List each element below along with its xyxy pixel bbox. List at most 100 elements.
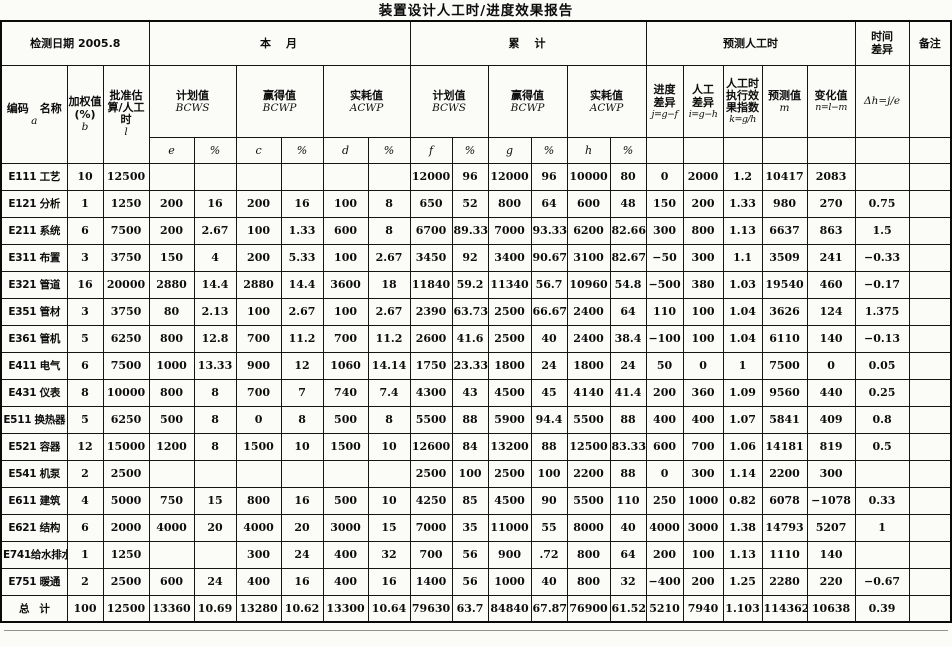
cell: 8 xyxy=(367,216,411,245)
cell: 150 xyxy=(148,243,195,272)
cell: 3000 xyxy=(682,513,724,542)
cell xyxy=(280,459,324,488)
cell: 100 xyxy=(530,459,568,488)
table-row: E311 布置 3 3750 150 4 200 5.33 100 2.67 3450 92 3400… xyxy=(0,243,952,272)
cell: 12 xyxy=(280,351,324,380)
cell: 6 xyxy=(66,216,104,245)
empty-cell xyxy=(908,136,952,164)
cell: 900 xyxy=(235,351,282,380)
cell: 5841 xyxy=(761,405,808,434)
cell: 10960 xyxy=(566,270,611,299)
cell: 460 xyxy=(806,270,856,299)
cell: 83.33 xyxy=(609,432,647,461)
cell: 76900 xyxy=(566,594,611,623)
cell: 200 xyxy=(148,216,195,245)
cell: 54.8 xyxy=(609,270,647,299)
cell: 6637 xyxy=(761,216,808,245)
cell: 10 xyxy=(66,162,104,191)
table-row: E751 暖通 2 2500 600 24 400 16 400 16 1400 56 1000 40 8… xyxy=(0,567,952,596)
cell: 1250 xyxy=(102,189,150,218)
cell: −50 xyxy=(645,243,684,272)
cell: 1250 xyxy=(102,540,150,569)
cell: 20000 xyxy=(102,270,150,299)
cell: 3450 xyxy=(409,243,453,272)
cell: 2 xyxy=(66,459,104,488)
cell: 66.67 xyxy=(530,297,568,326)
cell: 3750 xyxy=(102,243,150,272)
cell: 2.13 xyxy=(193,297,237,326)
cell: 20 xyxy=(280,513,324,542)
cell: 863 xyxy=(806,216,856,245)
cell: 150 xyxy=(645,189,684,218)
cell: 56 xyxy=(451,540,489,569)
cell: 750 xyxy=(148,486,195,515)
cell xyxy=(908,486,952,515)
cell: 1110 xyxy=(761,540,808,569)
cell: 100 xyxy=(235,216,282,245)
cell: 2500 xyxy=(102,459,150,488)
table-row: E361 管机 5 6250 800 12.8 700 11.2 700 11.2 2600 41.… xyxy=(0,324,952,353)
cell: 2.67 xyxy=(367,297,411,326)
cell: 400 xyxy=(235,567,282,596)
cell: 3600 xyxy=(322,270,369,299)
cell: 7940 xyxy=(682,594,724,623)
cell: 12 xyxy=(66,432,104,461)
cell: 63.7 xyxy=(451,594,489,623)
cell: 980 xyxy=(761,189,808,218)
cell: 10.62 xyxy=(280,594,324,623)
cell: 800 xyxy=(148,378,195,407)
cell: 88 xyxy=(530,432,568,461)
cell: 250 xyxy=(645,486,684,515)
cell: 2.67 xyxy=(367,243,411,272)
inspect-date-header: 检测日期 2005.8 xyxy=(0,20,150,66)
cell xyxy=(908,216,952,245)
cell: 7000 xyxy=(487,216,532,245)
cell: 59.2 xyxy=(451,270,489,299)
remark-spacer-cell xyxy=(908,64,952,138)
cell: 16 xyxy=(280,189,324,218)
cell: 900 xyxy=(487,540,532,569)
cell: 500 xyxy=(322,405,369,434)
cell: 1000 xyxy=(148,351,195,380)
cell xyxy=(908,297,952,326)
column-letter: % xyxy=(451,136,489,164)
cell: 1.103 xyxy=(722,594,763,623)
column-letter: d xyxy=(322,136,369,164)
cell: 1400 xyxy=(409,567,453,596)
cell: 0 xyxy=(682,351,724,380)
cell xyxy=(908,162,952,191)
cell: 1750 xyxy=(409,351,453,380)
empty-cell xyxy=(854,136,910,164)
cell: 1500 xyxy=(235,432,282,461)
cell: 500 xyxy=(322,486,369,515)
efficiency-index-header: 人工时执行效果指数 k=g/h xyxy=(722,64,763,138)
cell: 1.06 xyxy=(722,432,763,461)
cell: 3509 xyxy=(761,243,808,272)
cell: 20 xyxy=(193,513,237,542)
cell: 1 xyxy=(66,189,104,218)
cell: 800 xyxy=(566,567,611,596)
cell: 8 xyxy=(193,405,237,434)
cell: 8 xyxy=(367,189,411,218)
cell: 2600 xyxy=(409,324,453,353)
cell: 500 xyxy=(148,405,195,434)
cell: 13.33 xyxy=(193,351,237,380)
time-diff-formula-header: Δh=j/e xyxy=(854,64,910,138)
cell: 15 xyxy=(193,486,237,515)
cell: 85 xyxy=(451,486,489,515)
code-name-header: 编码 名称 a xyxy=(0,64,68,164)
cell: 64 xyxy=(609,297,647,326)
cell: 13280 xyxy=(235,594,282,623)
cell: 12600 xyxy=(409,432,453,461)
cell: 16 xyxy=(193,189,237,218)
cell: 740 xyxy=(322,378,369,407)
cell xyxy=(908,459,952,488)
cell: 110 xyxy=(645,297,684,326)
cell xyxy=(908,567,952,596)
table-row: E211 系统 6 7500 200 2.67 100 1.33 600 8 6700 89.33 7… xyxy=(0,216,952,245)
cell: 1.38 xyxy=(722,513,763,542)
cell: 38.4 xyxy=(609,324,647,353)
cell: 88 xyxy=(451,405,489,434)
cell: 4140 xyxy=(566,378,611,407)
column-letter: % xyxy=(280,136,324,164)
